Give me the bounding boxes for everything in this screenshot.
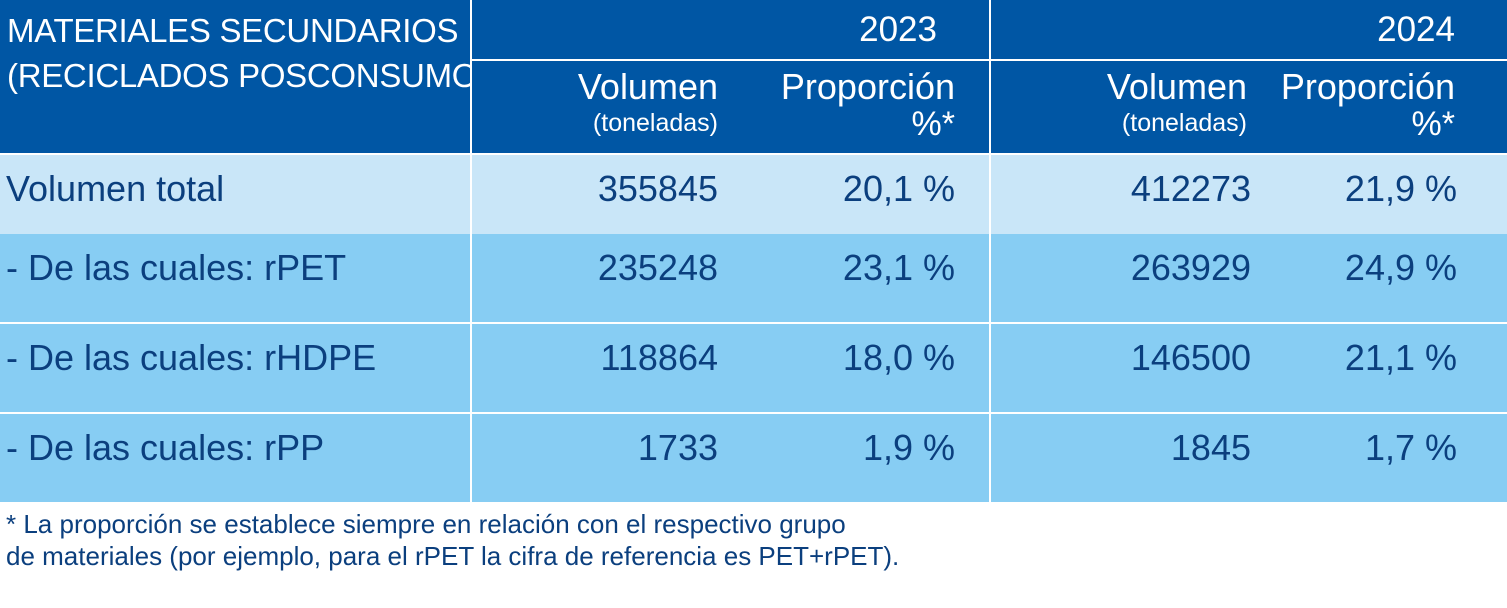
volume-unit: (toneladas) — [991, 107, 1247, 139]
volume-2024: 1845 — [991, 414, 1251, 502]
volume-2023: 355845 — [472, 155, 718, 243]
proportion-2023: 1,9 % — [718, 414, 955, 502]
proportion-2024: 24,9 % — [1251, 234, 1457, 322]
proportion-header-2023: Proporción %* — [718, 61, 955, 153]
proportion-2023: 23,1 % — [718, 234, 955, 322]
proportion-2023: 18,0 % — [718, 324, 955, 412]
footnote-line2: de materiales (por ejemplo, para el rPET… — [6, 540, 1206, 572]
proportion-header-2024: Proporción %* — [1247, 61, 1455, 153]
volume-header-2024: Volumen (toneladas) — [991, 61, 1247, 153]
table-row-rhdpe: - De las cuales: rHDPE 118864 18,0 % 146… — [0, 324, 1507, 412]
table-row-rpet: - De las cuales: rPET 235248 23,1 % 2639… — [0, 234, 1507, 322]
volume-label: Volumen — [991, 61, 1247, 107]
proportion-unit: %* — [718, 107, 955, 141]
proportion-2023: 20,1 % — [718, 155, 955, 243]
table-title: MATERIALES SECUNDARIOS (RECICLADOS POSCO… — [0, 0, 470, 153]
row-label: Volumen total — [6, 155, 224, 243]
footnote: * La proporción se establece siempre en … — [6, 508, 1206, 572]
row-label: - De las cuales: rPET — [6, 234, 346, 322]
proportion-label: Proporción — [1247, 61, 1455, 107]
recycled-materials-table: MATERIALES SECUNDARIOS (RECICLADOS POSCO… — [0, 0, 1507, 608]
volume-label: Volumen — [472, 61, 718, 107]
volume-2024: 146500 — [991, 324, 1251, 412]
row-label: - De las cuales: rPP — [6, 414, 324, 502]
volume-2024: 412273 — [991, 155, 1251, 243]
volume-2023: 1733 — [472, 414, 718, 502]
proportion-label: Proporción — [718, 61, 955, 107]
volume-2023: 235248 — [472, 234, 718, 322]
volume-unit: (toneladas) — [472, 107, 718, 139]
year-2024-header: 2024 — [991, 0, 1507, 59]
volume-2024: 263929 — [991, 234, 1251, 322]
table-row-total: Volumen total 355845 20,1 % 412273 21,9 … — [0, 155, 1507, 243]
volume-2023: 118864 — [472, 324, 718, 412]
table-title-line1: MATERIALES SECUNDARIOS — [7, 8, 470, 53]
proportion-2024: 21,1 % — [1251, 324, 1457, 412]
proportion-unit: %* — [1247, 107, 1455, 141]
year-2023-header: 2023 — [472, 0, 989, 59]
table-row-rpp: - De las cuales: rPP 1733 1,9 % 1845 1,7… — [0, 414, 1507, 502]
table-title-line2: (RECICLADOS POSCONSUMO) — [7, 53, 470, 98]
row-label: - De las cuales: rHDPE — [6, 324, 376, 412]
proportion-2024: 1,7 % — [1251, 414, 1457, 502]
volume-header-2023: Volumen (toneladas) — [472, 61, 718, 153]
footnote-line1: * La proporción se establece siempre en … — [6, 508, 1206, 540]
proportion-2024: 21,9 % — [1251, 155, 1457, 243]
